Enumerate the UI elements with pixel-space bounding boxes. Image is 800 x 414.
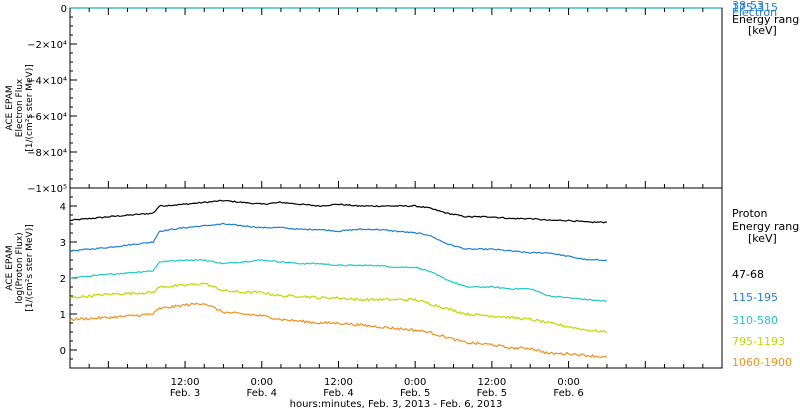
- proton-y-tick-label: 0: [60, 346, 66, 357]
- electron-y-axis-label: Electron Flux: [15, 78, 25, 137]
- proton-y-axis-label: [1/(cm²s ster MeV)]: [25, 224, 35, 311]
- electron-y-tick-label: −8×10⁴: [27, 148, 67, 159]
- x-tick-time-label: 12:00: [171, 377, 200, 388]
- x-tick-date-label: Feb. 6: [553, 388, 583, 399]
- electron-y-tick-label: −1×10⁵: [27, 184, 67, 195]
- electron-y-axis-label: [1/(cm²s ster MeV)]: [25, 64, 35, 151]
- x-tick-date-label: Feb. 5: [400, 388, 430, 399]
- proton-legend-range: Energy range: [732, 220, 800, 233]
- electron-legend-unit: [keV]: [748, 24, 777, 37]
- electron-y-axis-label: ACE EPAM: [5, 85, 15, 130]
- x-tick-date-label: Feb. 4: [247, 388, 277, 399]
- electron-legend-entry: 38-53: [732, 0, 764, 12]
- x-tick-time-label: 12:00: [324, 377, 353, 388]
- electron-y-tick-label: 0: [61, 4, 67, 15]
- proton-series-line: [69, 199, 607, 224]
- proton-series-line: [69, 282, 607, 333]
- proton-y-tick-label: 1: [60, 310, 66, 321]
- proton-y-tick-label: 2: [60, 274, 66, 285]
- electron-legend-range: Energy range: [732, 13, 800, 26]
- proton-y-tick-label: 3: [60, 238, 66, 249]
- electron-y-tick-label: −6×10⁴: [27, 112, 67, 123]
- proton-legend-unit: [keV]: [748, 232, 777, 245]
- proton-series-line: [69, 302, 608, 359]
- proton-legend-entry: 1060-1900: [732, 356, 792, 369]
- x-tick-date-label: Feb. 5: [477, 388, 507, 399]
- electron-panel-frame: [69, 7, 723, 189]
- x-tick-time-label: 0:00: [404, 377, 426, 388]
- x-tick-time-label: 0:00: [557, 377, 579, 388]
- proton-y-tick-label: 4: [60, 202, 66, 213]
- proton-legend-entry: 47-68: [732, 268, 764, 281]
- proton-legend-species: Proton: [732, 207, 767, 220]
- proton-y-axis-label: log(Proton Flux): [15, 232, 25, 303]
- x-tick-time-label: 0:00: [251, 377, 273, 388]
- proton-legend-entry: 310-580: [732, 314, 778, 327]
- electron-legend-entry: 175-315: [732, 1, 778, 14]
- proton-legend-entry: 795-1193: [732, 335, 785, 348]
- proton-series-line: [69, 258, 608, 302]
- x-axis-label: hours:minutes, Feb. 3, 2013 - Feb. 6, 20…: [290, 399, 503, 410]
- electron-y-tick-label: −2×10⁴: [27, 40, 67, 51]
- proton-legend-entry: 115-195: [732, 291, 778, 304]
- proton-panel-frame: [69, 187, 723, 369]
- proton-y-axis-label: ACE EPAM: [5, 245, 15, 290]
- x-tick-date-label: Feb. 3: [170, 388, 200, 399]
- x-tick-time-label: 12:00: [477, 377, 506, 388]
- proton-series-line: [69, 222, 608, 262]
- electron-y-tick-label: −4×10⁴: [27, 76, 67, 87]
- electron-legend-species: Electron: [732, 6, 777, 19]
- x-tick-date-label: Feb. 4: [323, 388, 353, 399]
